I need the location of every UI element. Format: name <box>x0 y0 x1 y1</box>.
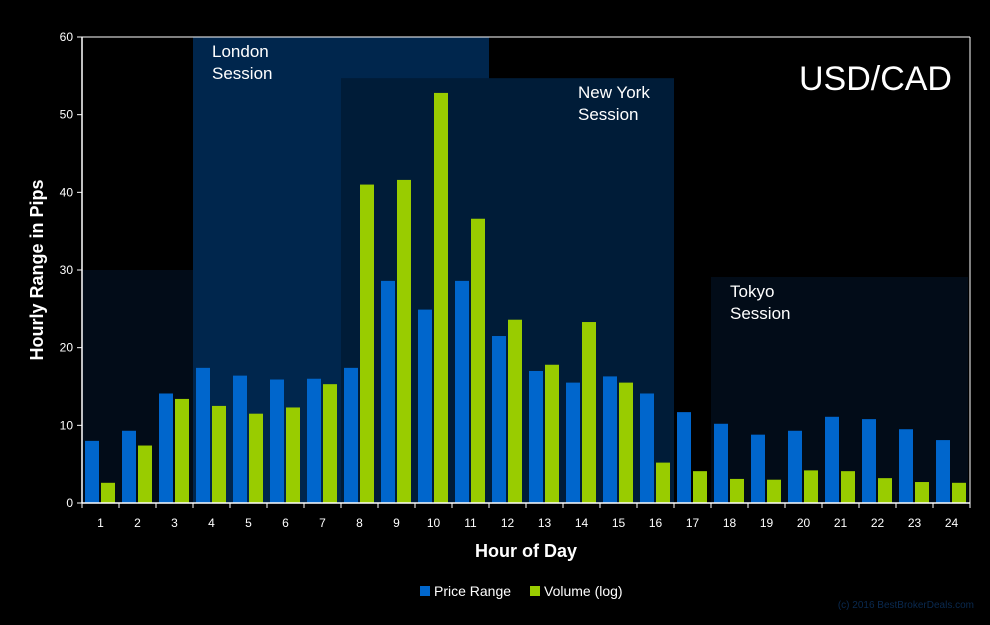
x-axis-label: Hour of Day <box>475 541 577 561</box>
bar-price-range <box>788 430 802 503</box>
y-tick-label: 50 <box>60 108 74 122</box>
bar-volume <box>286 407 300 503</box>
x-tick-label: 9 <box>393 516 400 530</box>
y-tick-label: 10 <box>60 418 74 432</box>
x-tick-label: 2 <box>134 516 141 530</box>
bar-volume <box>508 319 522 503</box>
x-tick-label: 1 <box>97 516 104 530</box>
x-tick-label: 20 <box>797 516 811 530</box>
y-tick-label: 20 <box>60 341 74 355</box>
bar-volume <box>323 384 337 503</box>
bar-volume <box>730 478 744 503</box>
x-tick-label: 23 <box>908 516 922 530</box>
bar-price-range <box>529 370 543 503</box>
x-tick-label: 16 <box>649 516 663 530</box>
bar-price-range <box>825 416 839 503</box>
legend-label-volume: Volume (log) <box>544 583 623 599</box>
legend: Price Range Volume (log) <box>420 583 623 599</box>
x-tick-label: 15 <box>612 516 626 530</box>
session-label: Session <box>578 105 638 124</box>
bar-volume <box>693 471 707 503</box>
x-tick-label: 10 <box>427 516 441 530</box>
x-tick-label: 18 <box>723 516 737 530</box>
bar-price-range <box>751 434 765 503</box>
x-tick-label: 7 <box>319 516 326 530</box>
bar-volume <box>619 382 633 503</box>
y-tick-label: 40 <box>60 185 74 199</box>
bar-price-range <box>381 280 395 503</box>
bar-price-range <box>344 367 358 503</box>
bar-price-range <box>233 375 247 503</box>
bar-volume <box>878 478 892 503</box>
x-tick-label: 19 <box>760 516 774 530</box>
bar-volume <box>360 184 374 504</box>
x-tick-label: 5 <box>245 516 252 530</box>
legend-swatch-price-range <box>420 586 430 596</box>
bar-volume <box>397 179 411 503</box>
legend-swatch-volume <box>530 586 540 596</box>
bar-price-range <box>936 440 950 503</box>
x-tick-label: 12 <box>501 516 515 530</box>
bar-price-range <box>899 429 913 503</box>
bar-volume <box>138 445 152 503</box>
bar-price-range <box>677 412 691 503</box>
session-label: Session <box>730 304 790 323</box>
bar-price-range <box>270 379 284 503</box>
x-tick-label: 17 <box>686 516 700 530</box>
bar-price-range <box>122 430 136 503</box>
x-tick-label: 3 <box>171 516 178 530</box>
copyright: (c) 2016 BestBrokerDeals.com <box>838 600 974 611</box>
session-label: Session <box>212 64 272 83</box>
x-tick-label: 13 <box>538 516 552 530</box>
x-tick-label: 22 <box>871 516 885 530</box>
bar-price-range <box>566 382 580 503</box>
session-label: London <box>212 42 269 61</box>
bar-volume <box>249 413 263 503</box>
bar-volume <box>101 482 115 503</box>
x-tick-label: 8 <box>356 516 363 530</box>
y-tick-label: 60 <box>60 30 74 44</box>
bar-volume <box>212 405 226 503</box>
bar-volume <box>767 479 781 503</box>
bar-volume <box>915 482 929 503</box>
session-label: New York <box>578 83 650 102</box>
bar-volume <box>471 218 485 504</box>
bars <box>85 92 966 504</box>
bar-volume <box>434 92 448 504</box>
bar-volume <box>175 398 189 503</box>
bar-price-range <box>455 280 469 503</box>
bar-volume <box>656 462 670 503</box>
chart-title: USD/CAD <box>799 60 952 98</box>
bar-price-range <box>159 393 173 503</box>
y-tick-label: 30 <box>60 263 74 277</box>
bar-volume <box>545 364 559 503</box>
x-tick-label: 4 <box>208 516 215 530</box>
x-tick-label: 24 <box>945 516 959 530</box>
bar-price-range <box>418 309 432 503</box>
x-tick-label: 11 <box>464 516 477 530</box>
session-region <box>341 78 674 503</box>
y-tick-label: 0 <box>66 496 73 510</box>
x-tick-label: 6 <box>282 516 289 530</box>
bar-price-range <box>196 367 210 503</box>
session-label: Tokyo <box>730 282 774 301</box>
bar-price-range <box>603 376 617 503</box>
bar-price-range <box>714 423 728 503</box>
x-tick-label: 21 <box>834 516 848 530</box>
bar-price-range <box>640 393 654 503</box>
legend-label-price-range: Price Range <box>434 583 511 599</box>
bar-price-range <box>862 419 876 503</box>
bar-price-range <box>492 336 506 503</box>
bar-volume <box>952 482 966 503</box>
bar-volume <box>841 471 855 503</box>
y-axis-label: Hourly Range in Pips <box>27 179 47 360</box>
bar-volume <box>582 322 596 503</box>
bar-volume <box>804 470 818 503</box>
bar-price-range <box>85 440 99 503</box>
x-tick-label: 14 <box>575 516 589 530</box>
bar-price-range <box>307 378 321 503</box>
